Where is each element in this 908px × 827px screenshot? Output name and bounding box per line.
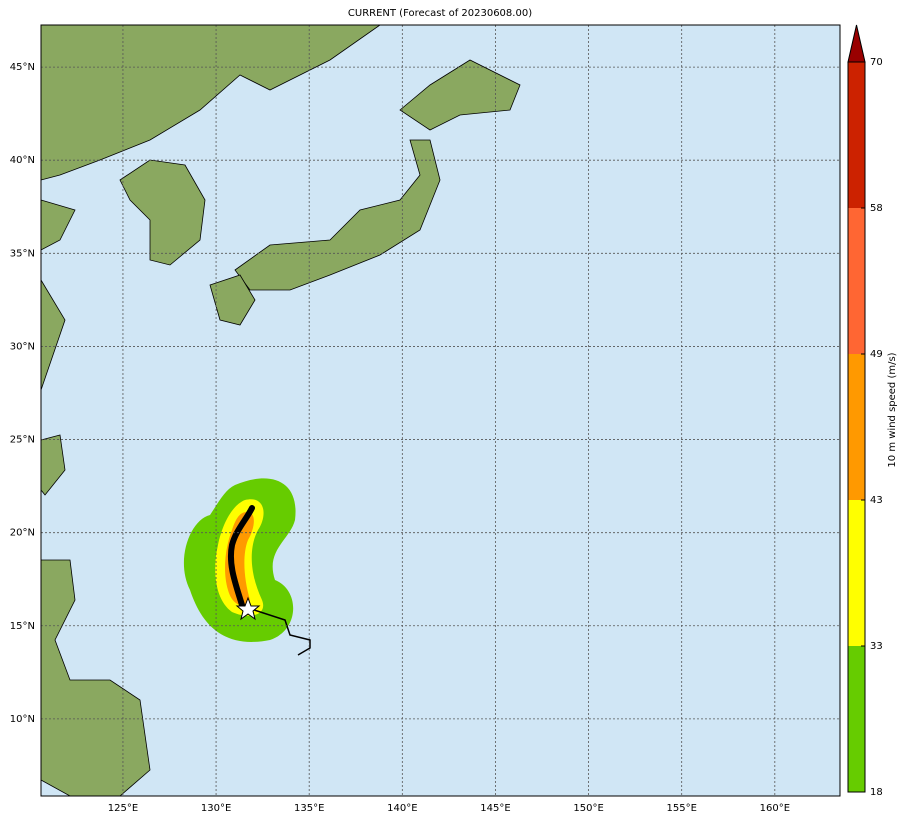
x-tick-label: 160°E	[760, 803, 790, 814]
x-tick-label: 150°E	[573, 803, 603, 814]
colorbar-segment	[848, 500, 865, 646]
wind-swath	[183, 478, 311, 656]
y-tick-label: 10°N	[10, 714, 35, 725]
y-tick-label: 20°N	[10, 528, 35, 539]
colorbar-tick-label: 58	[870, 203, 883, 214]
x-tick-label: 140°E	[387, 803, 417, 814]
x-tick-label: 125°E	[108, 803, 138, 814]
y-tick-label: 25°N	[10, 435, 35, 446]
colorbar-tick-label: 33	[870, 641, 883, 652]
y-tick-label: 15°N	[10, 621, 35, 632]
y-tick-label: 45°N	[10, 62, 35, 73]
y-tick-label: 30°N	[10, 341, 35, 352]
colorbar-tick-label: 43	[870, 495, 883, 506]
map-frame	[40, 24, 841, 797]
colorbar-segment	[848, 646, 865, 792]
map-title: CURRENT (Forecast of 20230608.00)	[348, 8, 532, 19]
colorbar-tick-label: 49	[870, 349, 883, 360]
ocean	[41, 25, 840, 796]
colorbar-tick-label: 70	[870, 57, 883, 68]
y-tick-label: 40°N	[10, 155, 35, 166]
colorbar-segment	[848, 208, 865, 354]
x-tick-label: 130°E	[201, 803, 231, 814]
colorbar-frame	[847, 61, 866, 793]
y-tick-label: 35°N	[10, 248, 35, 259]
colorbar-extend	[847, 24, 866, 63]
colorbar-segment	[848, 62, 865, 208]
colorbar-segment	[848, 354, 865, 500]
colorbar-label: 10 m wind speed (m/s)	[887, 352, 898, 467]
x-tick-label: 155°E	[666, 803, 696, 814]
colorbar-tick-label: 18	[870, 787, 883, 798]
x-tick-label: 145°E	[480, 803, 510, 814]
x-tick-label: 135°E	[294, 803, 324, 814]
